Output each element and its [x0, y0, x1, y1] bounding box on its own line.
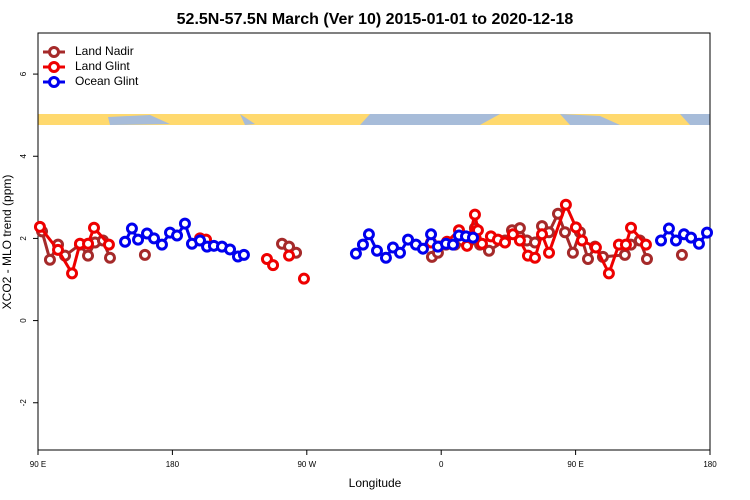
point	[566, 246, 579, 259]
series	[33, 198, 652, 285]
y-tick-label: 4	[19, 153, 28, 158]
x-tick-label: 0	[439, 460, 444, 469]
legend-label: Land Nadir	[75, 44, 134, 58]
point	[155, 238, 168, 251]
point	[506, 228, 519, 241]
point	[581, 252, 594, 265]
point	[685, 231, 698, 244]
point	[482, 244, 495, 257]
point	[224, 243, 237, 256]
plot-frame	[37, 32, 711, 451]
point	[543, 246, 556, 259]
point	[88, 221, 100, 234]
y-tick-label: 2	[19, 236, 28, 241]
point	[82, 249, 95, 262]
point	[297, 272, 310, 285]
point	[475, 237, 488, 250]
point	[576, 234, 589, 247]
point	[569, 221, 582, 234]
point	[618, 248, 631, 261]
point	[675, 248, 688, 261]
point	[138, 248, 151, 261]
y-axis-label: XCO2 - MLO trend (ppm)	[0, 175, 14, 310]
point	[513, 222, 526, 235]
point	[701, 226, 714, 239]
point	[602, 267, 615, 280]
series	[119, 217, 714, 264]
point	[528, 251, 541, 264]
point	[82, 237, 95, 250]
legend-marker	[48, 76, 60, 88]
x-axis-label: Longitude	[349, 476, 402, 490]
point	[589, 241, 602, 254]
point	[194, 234, 207, 247]
point	[132, 233, 145, 246]
point	[125, 222, 138, 235]
x-tick-label: 90 W	[297, 460, 316, 469]
point	[370, 244, 383, 257]
point	[669, 234, 682, 247]
point	[393, 246, 406, 259]
y-tick-label: 0	[19, 318, 28, 323]
legend-marker	[48, 61, 60, 73]
point	[446, 238, 459, 251]
point	[178, 217, 191, 230]
point	[171, 229, 184, 242]
chart-title: 52.5N-57.5N March (Ver 10) 2015-01-01 to…	[177, 11, 574, 28]
point	[379, 251, 392, 264]
y-tick-label: 6	[19, 71, 28, 76]
point	[662, 222, 675, 235]
point	[349, 247, 362, 260]
point	[640, 252, 653, 265]
point	[559, 198, 572, 211]
point	[43, 253, 56, 266]
legend-label: Ocean Glint	[75, 74, 139, 88]
point	[283, 249, 296, 262]
y-tick-label: -2	[19, 399, 28, 407]
x-tick-label: 90 E	[30, 460, 46, 469]
point	[536, 228, 548, 241]
point	[148, 232, 161, 245]
point	[655, 234, 668, 247]
point	[558, 226, 571, 239]
point	[237, 248, 250, 261]
x-tick-label: 90 E	[567, 460, 583, 469]
point	[425, 228, 438, 241]
x-tick-label: 180	[166, 460, 180, 469]
point	[103, 251, 116, 264]
point	[468, 208, 481, 221]
point	[356, 238, 369, 251]
point	[416, 242, 429, 255]
point	[467, 231, 480, 244]
legend-marker	[48, 46, 60, 58]
point	[639, 238, 652, 251]
point	[33, 220, 46, 233]
point	[498, 236, 511, 249]
point	[66, 267, 79, 280]
point	[267, 259, 280, 272]
point	[362, 228, 375, 241]
x-tick-label: 180	[703, 460, 717, 469]
legend-label: Land Glint	[75, 59, 130, 73]
point	[625, 221, 638, 234]
point	[513, 234, 526, 247]
point	[119, 235, 132, 248]
point	[102, 238, 115, 251]
map-strip	[38, 114, 710, 125]
point	[692, 237, 705, 250]
point	[52, 243, 65, 256]
point	[619, 238, 632, 251]
